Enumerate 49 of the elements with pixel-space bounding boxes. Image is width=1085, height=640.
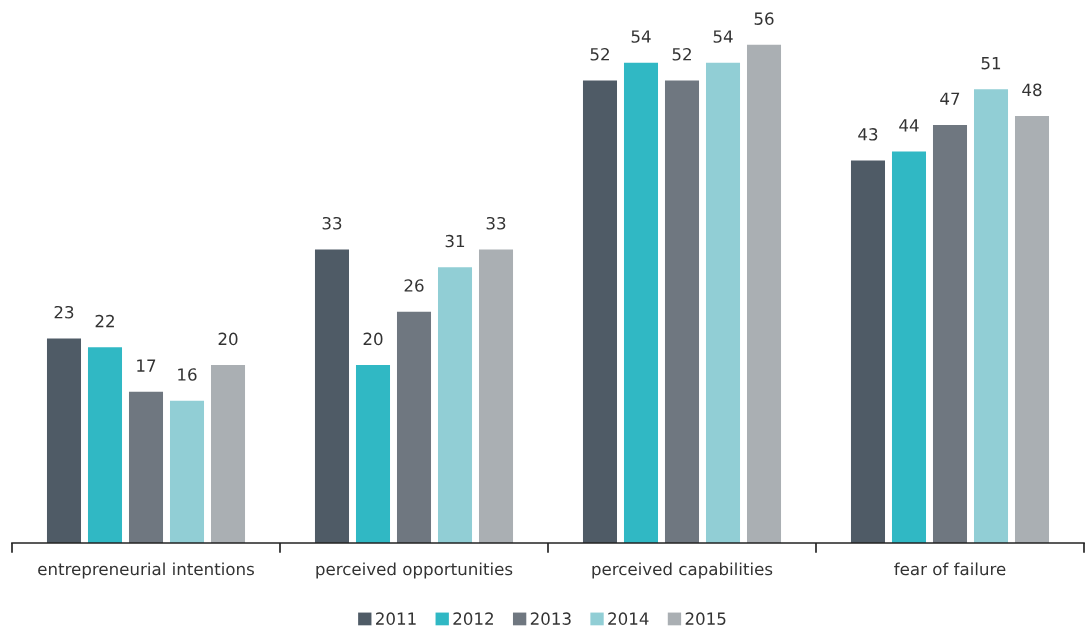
data-label: 44: [899, 119, 919, 132]
data-label: 26: [404, 279, 424, 292]
data-label: 48: [1022, 83, 1042, 97]
data-label: 51: [981, 57, 1001, 70]
bar: [314, 249, 350, 543]
bar: [169, 400, 205, 543]
bar: [973, 89, 1009, 543]
bar: [891, 151, 927, 543]
data-label: 23: [54, 305, 74, 319]
legend-label: 2014: [608, 612, 649, 625]
x-tick-label: fear of failure: [894, 562, 1006, 576]
bar: [128, 391, 164, 543]
bar: [437, 267, 473, 543]
data-label: 54: [631, 30, 651, 43]
data-label: 54: [713, 30, 733, 43]
data-label: 33: [322, 216, 342, 230]
data-label: 33: [486, 216, 506, 230]
bar: [932, 124, 968, 543]
data-label: 31: [445, 234, 465, 248]
data-label: 16: [178, 368, 197, 381]
bar: [46, 338, 82, 543]
bar: [623, 62, 659, 543]
legend-label: 2012: [453, 612, 493, 625]
legend-label: 2015: [685, 612, 726, 625]
bar: [210, 365, 246, 543]
bar: [396, 311, 432, 543]
bar: [87, 347, 123, 543]
bar: [478, 249, 514, 543]
bar: [582, 80, 618, 543]
x-tick-label: perceived opportunities: [316, 562, 513, 579]
data-label: 52: [590, 47, 609, 61]
data-label: 47: [940, 92, 960, 105]
data-label: 56: [754, 12, 774, 25]
data-label: 52: [672, 47, 691, 61]
data-label: 22: [95, 314, 114, 328]
data-label: 20: [218, 332, 238, 346]
legend-label: 2011: [376, 612, 416, 625]
bar: [746, 44, 782, 543]
x-tick-label: entrepreneurial intentions: [38, 562, 254, 579]
data-label: 43: [858, 128, 878, 141]
data-label: 20: [363, 332, 383, 346]
bar: [850, 160, 886, 543]
bar: [355, 365, 391, 543]
legend-label: 2013: [530, 612, 571, 625]
bar: [1014, 116, 1050, 543]
bar: [705, 62, 741, 543]
bar: [664, 80, 700, 543]
x-tick-label: perceived capabilities: [592, 562, 773, 579]
data-label: 17: [137, 359, 156, 372]
